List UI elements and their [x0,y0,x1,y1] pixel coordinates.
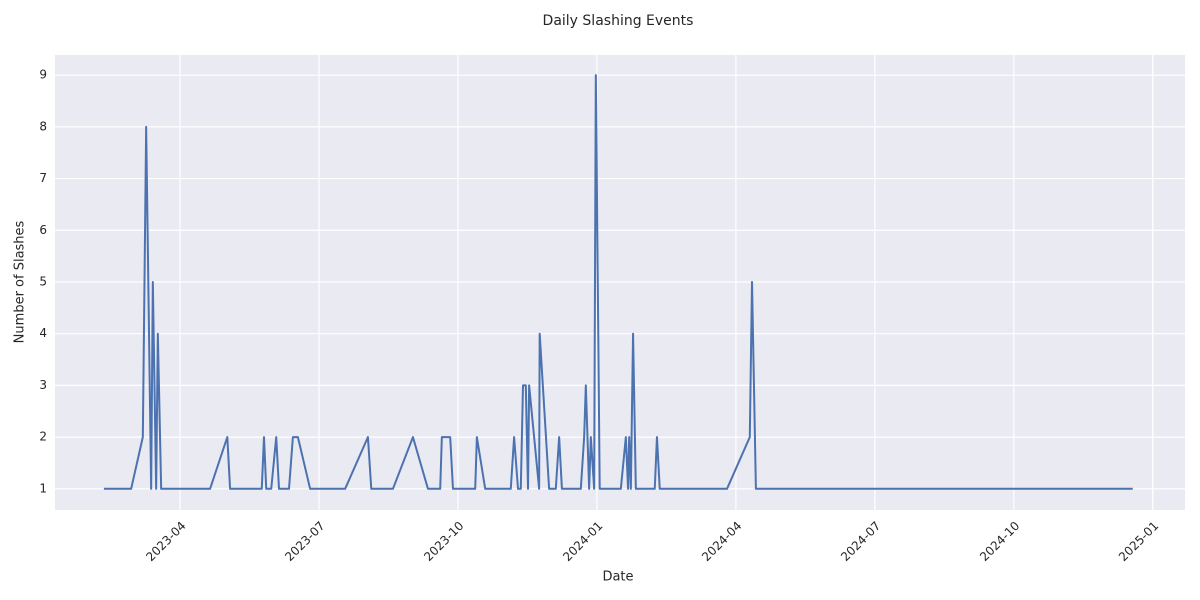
y-tick-label: 9 [39,68,47,82]
y-tick-label: 7 [39,171,47,185]
x-axis-label: Date [602,570,633,585]
y-axis-label: Number of Slashes [13,220,28,343]
y-tick-label: 3 [39,378,47,392]
x-tick-label: 2023-04 [143,519,188,564]
x-tick-label: 2024-07 [838,519,883,564]
y-tick-label: 8 [39,119,47,133]
grid [55,55,1185,510]
y-tick-label: 2 [39,430,47,444]
x-tick-label: 2023-10 [421,519,466,564]
x-tick-label: 2024-04 [699,519,744,564]
data-line [103,74,1133,490]
y-tick-label: 5 [39,274,47,288]
y-tick-label: 1 [39,481,47,495]
x-tick-label: 2025-01 [1116,519,1161,564]
chart-title: Daily Slashing Events [543,13,694,29]
marks [103,74,1133,490]
y-tick-label: 6 [39,223,47,237]
y-tick-label: 4 [39,326,47,340]
x-tick-label: 2024-10 [977,519,1022,564]
x-tick-label: 2023-07 [282,519,327,564]
x-tick-label: 2024-01 [560,519,605,564]
